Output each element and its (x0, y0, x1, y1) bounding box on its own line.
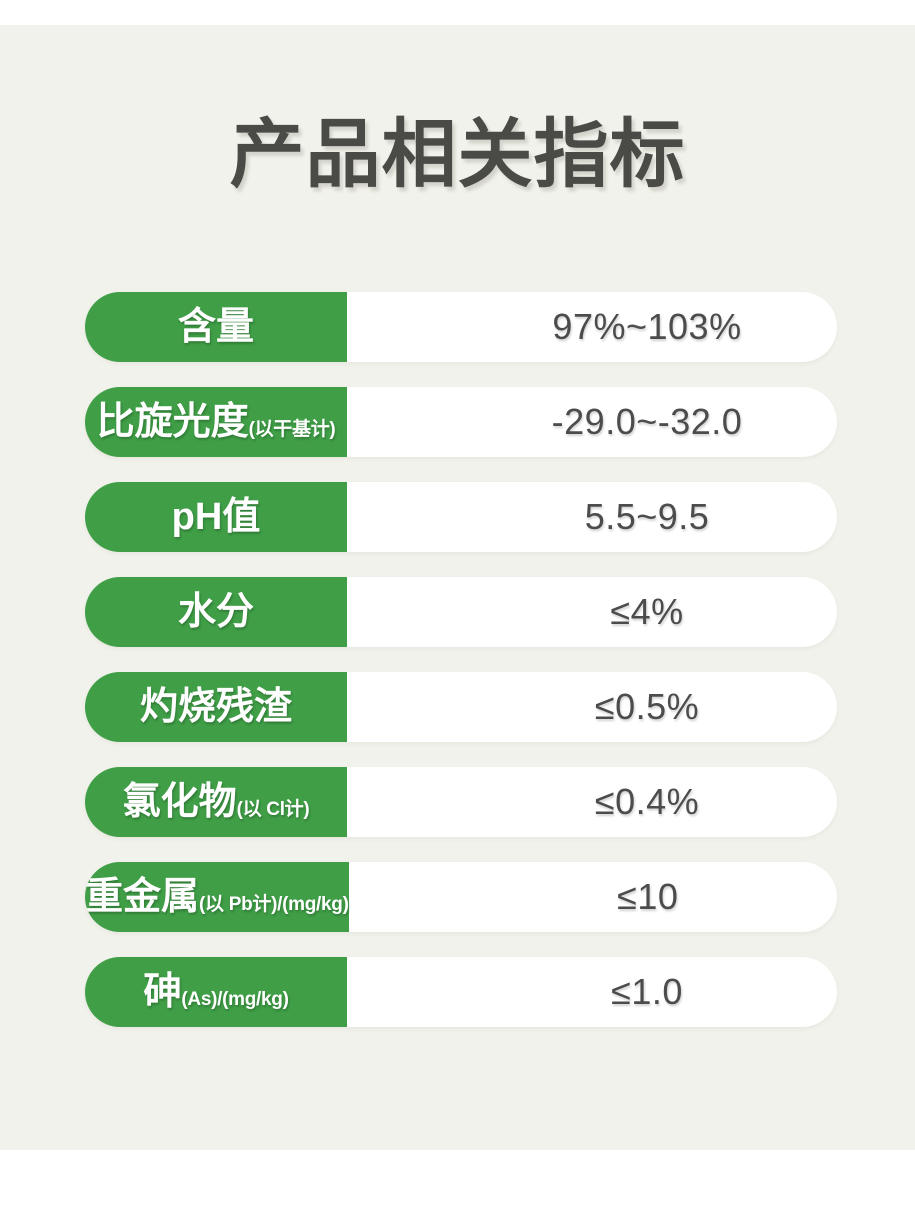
spec-row-moisture: 水分 ≤4% (85, 577, 837, 647)
spec-label-cell: 砷(As)/(mg/kg) (85, 957, 347, 1027)
spec-value-cell: 5.5~9.5 (347, 482, 837, 552)
spec-value-cell: ≤4% (347, 577, 837, 647)
spec-value: 5.5~9.5 (584, 496, 710, 537)
spec-row-chloride: 氯化物(以 Cl计) ≤0.4% (85, 767, 837, 837)
spec-row-content: 含量 97%~103% (85, 292, 837, 362)
spec-label-cell: 重金属(以 Pb计)/(mg/kg) (85, 862, 349, 932)
spec-label-note: (以 Pb计)/(mg/kg) (199, 894, 349, 915)
spec-label: pH值 (171, 496, 261, 538)
spec-label-cell: 氯化物(以 Cl计) (85, 767, 347, 837)
spec-label-cell: 比旋光度(以干基计) (85, 387, 347, 457)
spec-value-cell: ≤0.5% (347, 672, 837, 742)
spec-value-cell: -29.0~-32.0 (347, 387, 837, 457)
spec-label-cell: 含量 (85, 292, 347, 362)
spec-label: 砷 (143, 971, 182, 1013)
spec-value: ≤10 (617, 876, 679, 917)
spec-table: 含量 97%~103% 比旋光度(以干基计) -29.0~-32.0 pH值 5… (85, 292, 837, 1027)
spec-label-note: (以干基计) (248, 419, 336, 440)
spec-value-cell: ≤10 (349, 862, 837, 932)
page-title: 产品相关指标 (229, 112, 686, 196)
spec-row-optical-rotation: 比旋光度(以干基计) -29.0~-32.0 (85, 387, 837, 457)
spec-label: 含量 (177, 306, 254, 348)
spec-label-cell: 灼烧残渣 (85, 672, 347, 742)
spec-row-ph: pH值 5.5~9.5 (85, 482, 837, 552)
spec-row-ignition-residue: 灼烧残渣 ≤0.5% (85, 672, 837, 742)
spec-row-arsenic: 砷(As)/(mg/kg) ≤1.0 (85, 957, 837, 1027)
spec-label-cell: 水分 (85, 577, 347, 647)
spec-row-heavy-metals: 重金属(以 Pb计)/(mg/kg) ≤10 (85, 862, 837, 932)
spec-value: ≤0.5% (594, 686, 700, 727)
spec-value-cell: ≤1.0 (347, 957, 837, 1027)
spec-value-cell: 97%~103% (347, 292, 837, 362)
spec-label-cell: pH值 (85, 482, 347, 552)
spec-label: 重金属 (85, 876, 200, 918)
spec-label: 比旋光度 (96, 401, 249, 443)
spec-value: ≤4% (610, 591, 684, 632)
spec-value: ≤1.0 (611, 971, 683, 1012)
sheet-background: 产品相关指标 含量 97%~103% 比旋光度(以干基计) -29.0~-32.… (0, 25, 915, 1150)
spec-label: 氯化物 (122, 781, 237, 823)
spec-label: 灼烧残渣 (139, 686, 292, 728)
spec-label-note: (As)/(mg/kg) (181, 989, 289, 1010)
spec-label: 水分 (177, 591, 254, 633)
spec-value: ≤0.4% (594, 781, 700, 822)
spec-value: 97%~103% (552, 306, 742, 347)
spec-value: -29.0~-32.0 (551, 401, 743, 442)
spec-label-note: (以 Cl计) (236, 799, 310, 820)
spec-value-cell: ≤0.4% (347, 767, 837, 837)
